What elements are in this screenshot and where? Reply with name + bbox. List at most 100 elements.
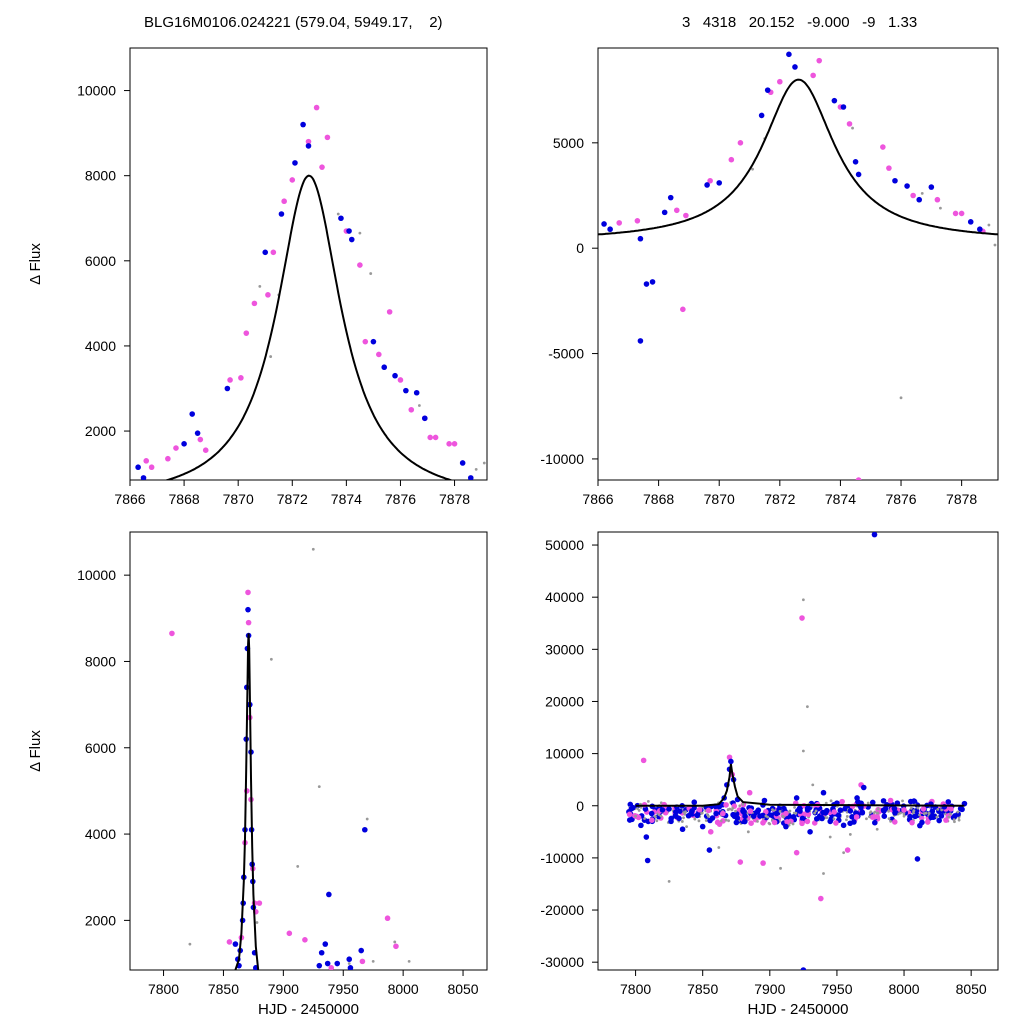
data-point — [643, 281, 650, 287]
model-curve — [164, 174, 454, 480]
data-point — [956, 810, 960, 814]
band-point — [948, 812, 952, 816]
data-point — [939, 206, 942, 210]
band-point — [680, 820, 684, 823]
band-point — [748, 820, 754, 827]
data-point — [251, 300, 258, 307]
data-point — [392, 372, 398, 379]
data-point — [667, 879, 671, 883]
band-point — [845, 818, 848, 822]
data-point — [810, 72, 816, 79]
data-point — [346, 228, 352, 234]
band-point — [899, 811, 902, 815]
data-point — [637, 338, 644, 344]
band-point — [734, 815, 740, 821]
band-point — [845, 815, 849, 818]
data-point — [800, 967, 807, 970]
x-tick-label: 8000 — [888, 981, 919, 997]
band-point — [742, 813, 748, 820]
data-point — [777, 78, 783, 85]
data-point — [227, 377, 233, 383]
band-point — [666, 806, 672, 812]
data-point — [685, 825, 688, 829]
data-point — [289, 177, 296, 183]
data-point — [292, 160, 298, 166]
data-point — [920, 192, 924, 195]
band-point — [814, 809, 818, 813]
y-tick-label: 0 — [576, 798, 584, 814]
data-point — [816, 57, 823, 64]
data-point — [194, 430, 201, 436]
data-point — [737, 140, 744, 146]
band-point — [832, 817, 836, 821]
band-point — [801, 811, 808, 817]
band-point — [797, 808, 803, 814]
data-point — [202, 447, 209, 454]
data-point — [224, 385, 231, 392]
band-point — [805, 811, 812, 818]
data-point — [265, 292, 271, 298]
y-tick-label: 10000 — [77, 567, 116, 583]
x-tick-label: 7878 — [946, 491, 977, 507]
y-tick-label: 6000 — [85, 740, 116, 756]
band-point — [849, 814, 855, 820]
data-point — [922, 812, 926, 815]
data-point — [786, 51, 792, 58]
data-point — [673, 813, 679, 819]
band-point — [790, 814, 797, 820]
x-tick-label: 7874 — [825, 491, 856, 507]
data-point — [855, 171, 862, 178]
plot-frame — [597, 531, 999, 971]
band-point — [668, 818, 674, 825]
data-point — [232, 941, 239, 947]
data-point — [324, 134, 331, 141]
x-tick-label: 7872 — [277, 491, 308, 507]
plot-frame — [129, 531, 488, 971]
data-point — [673, 207, 680, 214]
band-point — [819, 815, 825, 822]
data-point — [643, 834, 650, 840]
data-point — [860, 784, 867, 791]
band-point — [794, 811, 798, 815]
x-tick-label: 7866 — [582, 491, 613, 507]
band-point — [646, 799, 650, 803]
plot-area — [626, 532, 968, 970]
band-point — [901, 799, 904, 803]
data-point — [793, 849, 800, 856]
x-tick-label: 8050 — [956, 981, 987, 997]
data-point — [634, 218, 641, 224]
band-point — [918, 813, 921, 817]
data-point — [801, 598, 805, 602]
data-point — [432, 434, 439, 441]
y-tick-label: 10000 — [545, 746, 584, 762]
band-point — [654, 815, 657, 819]
x-tick-label: 7900 — [754, 981, 785, 997]
band-point — [771, 808, 774, 812]
data-point — [637, 235, 644, 242]
data-point — [245, 606, 251, 613]
band-point — [959, 806, 965, 813]
data-point — [768, 822, 772, 826]
data-point — [737, 859, 744, 865]
y-tick-label: 5000 — [553, 135, 584, 151]
band-point — [799, 820, 805, 827]
data-point — [143, 458, 150, 464]
band-point — [867, 815, 871, 819]
data-point — [667, 194, 674, 201]
data-point — [801, 749, 805, 753]
data-point — [381, 364, 388, 371]
data-point — [135, 464, 141, 471]
band-point — [682, 816, 685, 820]
model-curve — [598, 78, 998, 236]
data-point — [847, 808, 854, 814]
data-point — [362, 826, 368, 833]
data-point — [851, 126, 854, 130]
data-point — [871, 532, 878, 538]
y-tick-label: 2000 — [85, 912, 116, 928]
band-point — [723, 802, 729, 808]
data-point — [634, 814, 637, 818]
band-point — [907, 813, 913, 820]
band-point — [643, 817, 646, 820]
x-tick-label: 8050 — [447, 981, 478, 997]
data-point — [801, 41, 807, 47]
